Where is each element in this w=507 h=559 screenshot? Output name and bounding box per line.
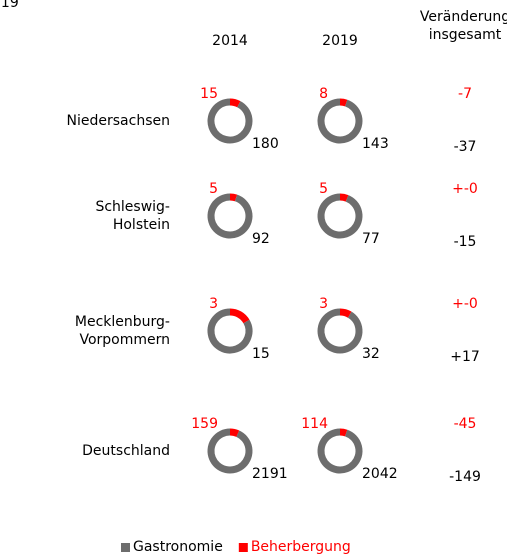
data-label: 3 (319, 296, 328, 312)
donut-segment (339, 98, 348, 107)
data-label: 8 (319, 86, 328, 102)
data-label: 159 (191, 416, 218, 432)
donut-segment (317, 308, 363, 354)
legend-swatch (238, 543, 248, 552)
donut-segment (207, 308, 253, 354)
change-label: +-0 (452, 296, 478, 312)
donut-segment (229, 428, 240, 437)
donut-segment (229, 193, 238, 202)
data-label: 77 (362, 231, 380, 247)
donut-segment (207, 428, 253, 474)
donut-segment (317, 98, 363, 144)
data-label: 114 (301, 416, 328, 432)
data-label: 2042 (362, 466, 398, 482)
donut-segment (339, 428, 348, 437)
donut-segment (317, 428, 363, 474)
data-label: 32 (362, 346, 380, 362)
column-header: 2019 (322, 33, 358, 49)
category-label: Deutschland (82, 443, 170, 459)
change-label: +17 (450, 349, 480, 365)
change-label: -15 (453, 234, 477, 250)
donut-segment (207, 193, 253, 239)
data-label: 5 (209, 181, 218, 197)
legend-swatch (121, 543, 130, 552)
change-label: +-0 (452, 181, 478, 197)
donut-segment (317, 193, 363, 239)
donut-segment (229, 308, 250, 324)
data-label: 180 (252, 136, 279, 152)
legend-label: Gastronomie (133, 539, 223, 555)
data-label: 143 (362, 136, 389, 152)
category-label: Mecklenburg-Vorpommern (74, 314, 170, 348)
data-label: 3 (209, 296, 218, 312)
donut-segment (229, 98, 241, 108)
legend-label: Beherbergung (250, 539, 351, 555)
data-label: 15 (252, 346, 270, 362)
data-label: 2191 (252, 466, 288, 482)
column-header: Veränderung insgesamt (419, 9, 507, 43)
donut-segment (339, 308, 352, 318)
category-label: Niedersachsen (66, 113, 170, 129)
donut-segment (207, 98, 253, 144)
donut-segment (339, 193, 349, 202)
data-label: 92 (252, 231, 270, 247)
data-label: 15 (200, 86, 218, 102)
change-label: -7 (458, 86, 472, 102)
column-header: 2014 (212, 33, 248, 49)
category-label: Schleswig-Holstein (95, 199, 170, 233)
change-label: -45 (453, 416, 477, 432)
change-label: -149 (449, 469, 481, 485)
change-label: -37 (453, 139, 477, 155)
chart-title: 019 (0, 0, 19, 11)
data-label: 5 (319, 181, 328, 197)
